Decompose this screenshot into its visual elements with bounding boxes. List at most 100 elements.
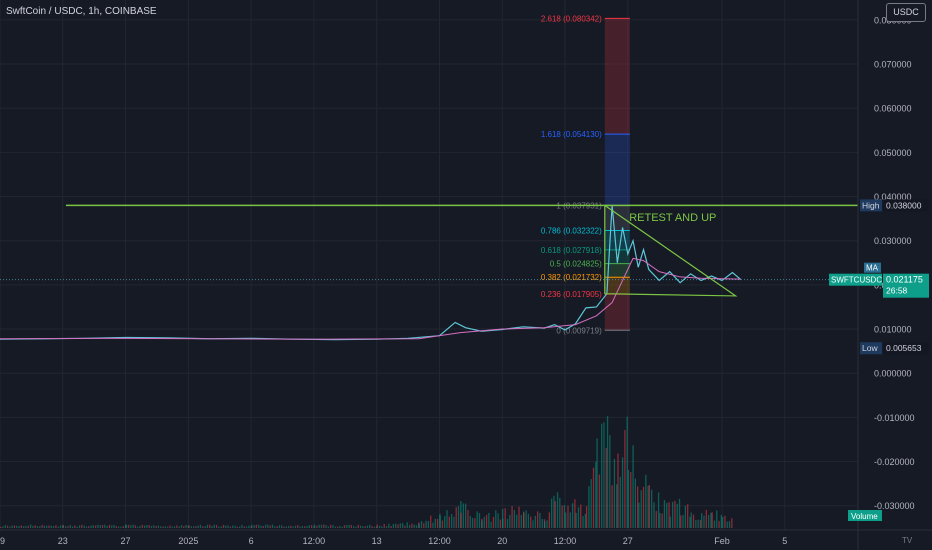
volume-bar [617,453,619,528]
volume-bar [530,516,532,528]
volume-bar [584,513,586,528]
volume-bar [41,524,43,528]
volume-bar [364,526,366,528]
fib-zone-band [604,277,630,295]
volume-bar [695,520,697,528]
volume-bar [378,525,381,528]
volume-bar [481,520,483,528]
volume-bar [171,526,173,528]
volume-bar [76,526,78,528]
volume-bar [180,525,183,528]
volume-bar [264,524,267,528]
price-badges: High 0.038000 Low 0.005653 MA SWFTCUSDC 0.0211… [829,199,929,545]
volume-bar [690,512,692,528]
volume-bar [668,502,670,528]
volume-bar [2,526,4,528]
volume-bar [148,525,150,528]
volume-bar [169,525,171,528]
volume-bar [478,513,481,528]
volume-bar [336,526,339,528]
volume-bar [29,524,32,528]
fib-level-label: 0.618 (0.027918) [541,246,602,255]
volume-bar [281,525,283,528]
volume-bar [176,525,178,528]
volume-bar [262,525,264,528]
volume-bar [11,525,13,528]
volume-bar [227,525,229,528]
fib-level-label: 1 (0.037931) [556,202,602,211]
volume-bar [294,525,297,528]
volume-bar [127,524,130,528]
volume-bar [669,516,671,528]
volume-bar [92,525,95,528]
volume-bar [18,526,20,528]
volume-bar [125,524,127,528]
volume-bar [269,525,271,528]
volume-bar [434,518,436,528]
volume-bar [518,506,520,528]
volume-bar [243,526,245,528]
volume-bar [689,516,691,528]
volume-bar [62,525,65,528]
y-tick-label: 0.030000 [874,236,912,246]
volume-bar [260,525,262,528]
volume-bar [20,525,23,528]
volume-bar [588,486,590,528]
volume-bar [318,524,320,528]
volume-bar [411,523,413,528]
volume-bar [346,524,348,528]
volume-bar [115,526,118,528]
x-tick-label: 12:00 [428,536,451,546]
currency-button[interactable]: USDC [886,3,926,22]
volume-bar [601,423,603,528]
volume-bar [554,501,556,528]
volume-bar [436,518,439,528]
volume-bar [199,524,202,528]
volume-bar [497,513,499,528]
volume-bar [308,525,310,528]
fib-zone-band [604,205,630,231]
volume-bar [81,524,83,528]
volume-bar [50,525,52,528]
volume-bar [104,524,106,528]
volume-bar [390,526,392,528]
volume-bar [55,525,57,528]
volume-bar [283,526,285,528]
volume-bar [220,526,222,528]
volume-bar [290,525,292,528]
volume-bar [276,526,278,528]
volume-bar [25,525,27,528]
volume-bar [234,525,236,528]
low-label: Low [862,343,878,353]
volume-bar [574,499,576,528]
volume-bar [728,521,731,528]
fib-level-label: 1.618 (0.054130) [541,130,602,139]
volume-bar [504,508,506,528]
volume-bar [513,509,516,528]
volume-bar [258,524,260,528]
volume-bar [626,416,628,528]
volume-bar [339,525,341,528]
volume-bar [713,520,716,528]
x-tick-label: 23 [58,536,68,546]
volume-bar [385,526,388,528]
volume-bar [539,512,541,528]
volume-bar [716,510,718,528]
volume-bar [48,525,50,528]
volume-bar [571,503,574,528]
volume-bar [640,490,642,528]
volume-bar [130,525,132,528]
y-tick-label: 0.060000 [874,104,912,114]
fib-level-label: 0.382 (0.021732) [541,273,602,282]
volume-bar [274,526,276,528]
fib-level-label: 0.5 (0.024825) [550,260,602,269]
volume-bar [446,510,448,528]
volume-bar [682,515,684,528]
volume-bar [632,445,634,528]
volume-bar [27,525,29,528]
volume-bar [371,526,373,528]
volume-bar [520,515,522,528]
volume-bar [595,461,597,528]
volume-bar [611,485,613,528]
